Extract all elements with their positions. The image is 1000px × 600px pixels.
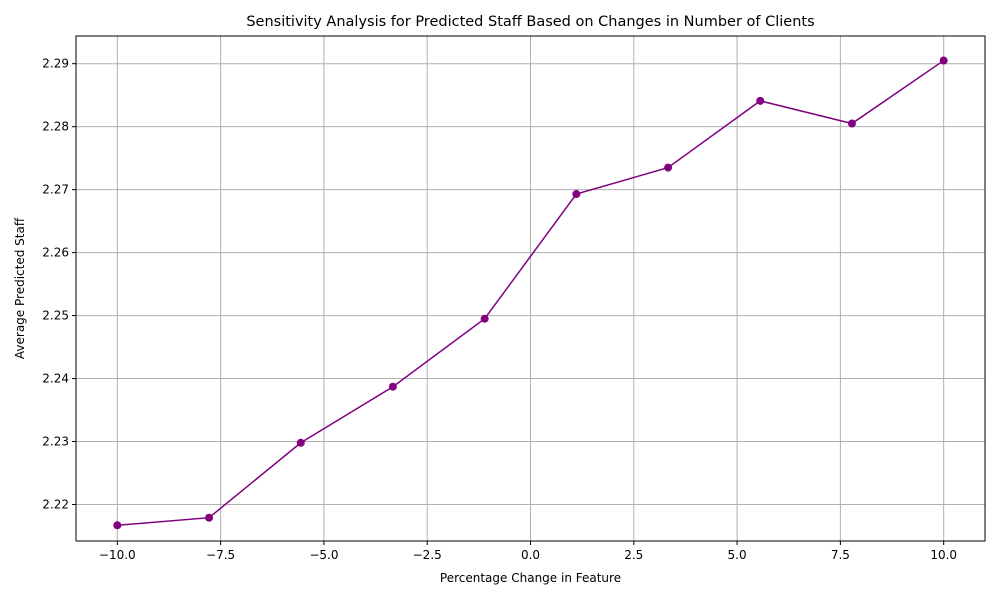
y-tick-label: 2.29 (42, 57, 69, 71)
data-point (572, 190, 581, 199)
data-point (756, 96, 765, 105)
x-tick-label: 5.0 (728, 548, 747, 562)
y-tick-label: 2.23 (42, 435, 69, 449)
x-tick-label: −10.0 (99, 548, 136, 562)
y-axis-label: Average Predicted Staff (13, 217, 27, 359)
y-tick-label: 2.24 (42, 372, 69, 386)
y-tick-label: 2.22 (42, 497, 69, 511)
x-tick-label: 10.0 (930, 548, 957, 562)
grid-lines (76, 36, 985, 541)
x-tick-label: 0.0 (521, 548, 540, 562)
x-tick-label: −7.5 (206, 548, 235, 562)
chart-title: Sensitivity Analysis for Predicted Staff… (246, 14, 814, 30)
y-tick-label: 2.28 (42, 120, 69, 134)
data-point (113, 521, 122, 530)
x-tick-label: −5.0 (309, 548, 338, 562)
data-point (664, 163, 673, 172)
data-point (205, 513, 214, 522)
data-point (296, 438, 305, 447)
data-point (480, 314, 489, 323)
y-tick-label: 2.25 (42, 309, 69, 323)
y-tick-label: 2.27 (42, 183, 69, 197)
x-tick-label: 7.5 (831, 548, 850, 562)
data-point (847, 119, 856, 128)
x-tick-label: −2.5 (413, 548, 442, 562)
x-tick-label: 2.5 (624, 548, 643, 562)
y-tick-label: 2.26 (42, 246, 69, 260)
series-line (117, 59, 945, 527)
axis-ticks: −10.0 −7.5 −5.0 −2.5 0.0 2.5 5.0 7.5 10.0 2.22 2.2… (42, 57, 957, 562)
x-axis-label: Percentage Change in Feature (440, 571, 621, 585)
series-layer (113, 56, 948, 530)
data-point (388, 382, 397, 391)
data-point (939, 56, 948, 65)
